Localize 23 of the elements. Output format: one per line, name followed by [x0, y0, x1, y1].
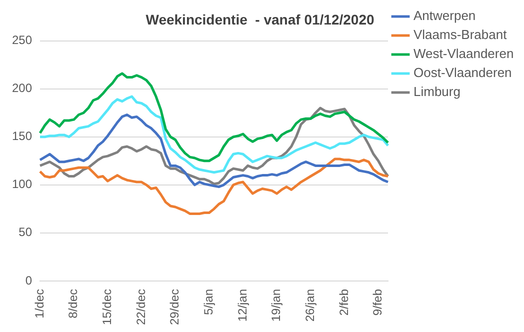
- x-tick-label: 5/jan: [201, 288, 216, 315]
- y-tick-label: 100: [12, 177, 32, 192]
- chart-title: Weekincidentie - vanaf 01/12/2020: [146, 11, 374, 28]
- x-tick-label: 29/dec: [168, 288, 182, 325]
- x-tick-label: 1/dec: [32, 288, 46, 318]
- y-tick-label: 50: [18, 225, 32, 240]
- y-tick-label: 150: [12, 129, 32, 144]
- x-tick-label: 2/feb: [336, 288, 351, 316]
- x-tick-label: 9/feb: [370, 288, 385, 316]
- x-tick-label: 12/jan: [235, 288, 250, 322]
- x-tick-label: 26/jan: [302, 288, 317, 322]
- legend-label: West-Vlaanderen: [414, 46, 514, 62]
- legend-label: Limburg: [414, 84, 460, 100]
- legend-label: Antwerpen: [414, 8, 476, 24]
- legend-label: Oost-Vlaanderen: [414, 65, 512, 80]
- x-tick-label: 15/dec: [100, 288, 114, 325]
- legend-label: Vlaams-Brabant: [414, 27, 508, 42]
- x-tick-label: 8/dec: [66, 288, 80, 318]
- y-tick-label: 200: [12, 81, 32, 96]
- x-tick-label: 19/jan: [269, 288, 284, 322]
- x-tick-label: 22/dec: [134, 288, 148, 325]
- y-tick-label: 0: [25, 273, 32, 288]
- y-tick-label: 250: [12, 33, 32, 48]
